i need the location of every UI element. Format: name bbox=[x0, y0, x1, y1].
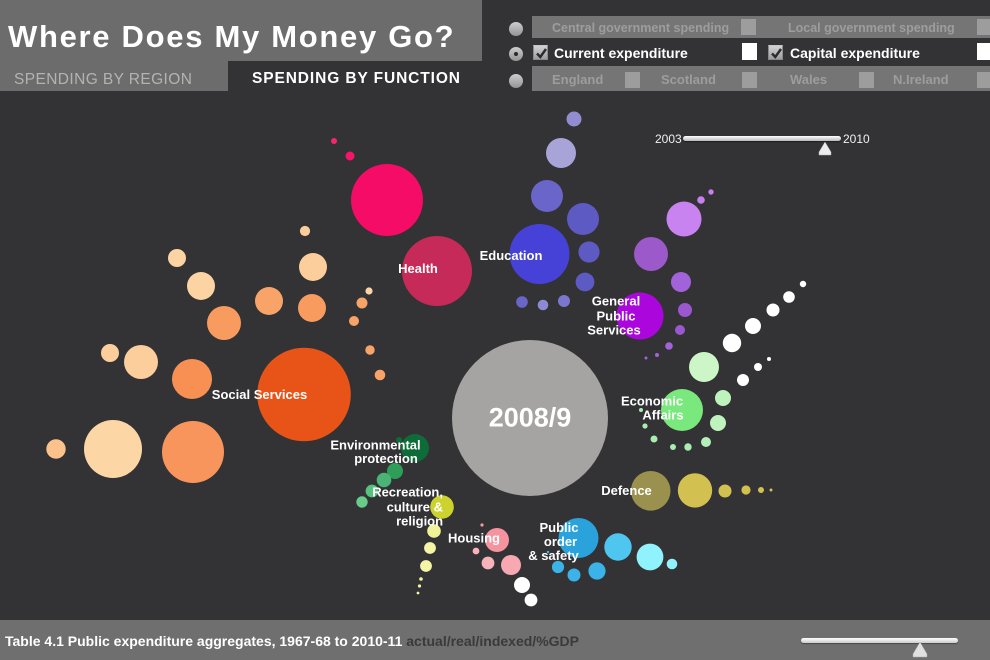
svg-text:Recreation,: Recreation, bbox=[372, 485, 443, 500]
svg-text:Education: Education bbox=[480, 248, 543, 263]
svg-text:Public: Public bbox=[596, 309, 635, 324]
svg-text:Housing: Housing bbox=[448, 531, 500, 546]
svg-text:2008/9: 2008/9 bbox=[489, 403, 572, 433]
svg-text:Services: Services bbox=[587, 323, 641, 338]
svg-text:protection: protection bbox=[354, 451, 418, 466]
svg-text:& safety: & safety bbox=[528, 548, 579, 563]
svg-text:Economic: Economic bbox=[621, 394, 683, 409]
svg-text:culture &: culture & bbox=[387, 500, 443, 515]
svg-text:Environmental: Environmental bbox=[330, 438, 420, 453]
svg-text:religion: religion bbox=[396, 514, 443, 529]
svg-text:Public: Public bbox=[539, 520, 578, 535]
svg-text:General: General bbox=[592, 294, 640, 309]
svg-text:order: order bbox=[544, 534, 577, 549]
svg-text:Social Services: Social Services bbox=[212, 387, 307, 402]
svg-text:Affairs: Affairs bbox=[642, 408, 683, 423]
svg-text:Health: Health bbox=[398, 261, 438, 276]
svg-text:Defence: Defence bbox=[601, 483, 652, 498]
